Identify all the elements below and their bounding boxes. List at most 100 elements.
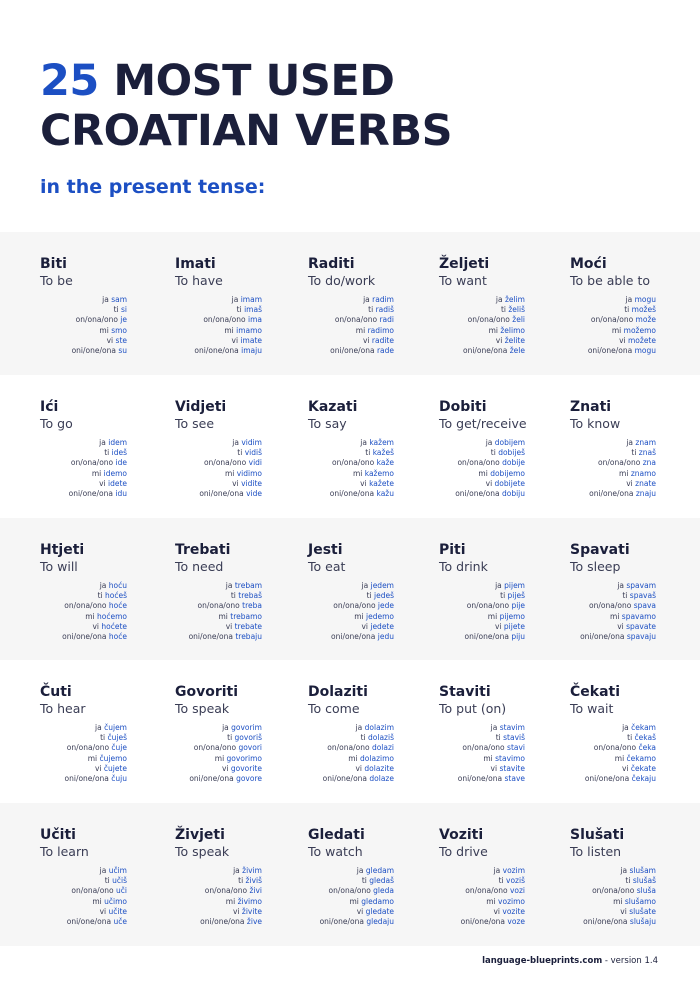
verb-infinitive: Dolaziti (308, 684, 368, 700)
pronoun: oni/one/ona (200, 917, 245, 927)
verb-form: znaju (635, 489, 656, 499)
pronoun: ti (500, 591, 506, 601)
pronoun: oni/one/ona (580, 632, 625, 642)
conjugation-line: vi čekate (585, 764, 656, 774)
pronoun: vi (106, 335, 114, 345)
pronoun: mi (99, 325, 109, 335)
verb-form: dolaziš (368, 733, 394, 743)
conjugation-line: ti staviš (458, 733, 525, 743)
conjugation-line: on/ona/ono stavi (458, 743, 525, 753)
verb-card: Imati To have (175, 256, 223, 288)
conjugation-list: ja hoću ti hoćeš on/ona/ono hoće mi hoćemo v… (62, 581, 127, 642)
verb-infinitive: Čekati (570, 684, 621, 700)
verb-form: trebaš (238, 591, 262, 601)
verb-form: stavi (507, 743, 525, 753)
conjugation-line: oni/one/ona znaju (589, 489, 656, 499)
verb-infinitive: Govoriti (175, 684, 239, 700)
verb-form: znaš (638, 448, 656, 458)
conjugation-line: mi jedemo (331, 612, 394, 622)
conjugation-line: on/ona/ono spava (580, 601, 656, 611)
verb-form: radiš (375, 305, 394, 315)
verb-form: znam (635, 438, 656, 447)
conjugation-list: ja jedem ti jedeš on/ona/ono jede mi jedemo… (331, 581, 394, 642)
verb-infinitive: Raditi (308, 256, 355, 272)
verb-form: piju (511, 632, 525, 642)
conjugation-line: ja slušam (583, 866, 656, 876)
pronoun: ti (625, 876, 631, 886)
conjugation-line: oni/one/ona stave (458, 774, 525, 784)
conjugation-list: ja gledam ti gledaš on/ona/ono gleda mi gle… (320, 866, 394, 927)
verb-form: gledaš (369, 876, 394, 886)
verb-card: Gledati To watch (308, 827, 365, 859)
conjugation-line: vi kažete (330, 479, 394, 489)
verb-card: Ići To go (40, 399, 73, 431)
pronoun: vi (92, 621, 99, 631)
conjugation-line: oni/one/ona mogu (588, 346, 656, 356)
verb-meaning: To hear (40, 701, 86, 716)
verb-meaning: To say (308, 416, 347, 431)
conjugation-line: ja govorim (189, 723, 262, 733)
pronoun: on/ona/ono (589, 601, 632, 611)
verb-form: kažete (369, 478, 394, 488)
pronoun: ti (97, 591, 103, 601)
pronoun: ti (495, 733, 501, 743)
verb-infinitive: Imati (175, 256, 216, 272)
verb-form: dobijemo (490, 468, 525, 478)
verb-form: čuje (111, 743, 127, 753)
verb-form: imam (240, 295, 262, 304)
title-line-1: 25 MOST USED (40, 56, 452, 106)
verb-infinitive: Kazati (308, 399, 358, 415)
conjugation-line: on/ona/ono dolazi (323, 743, 394, 753)
pronoun: ja (493, 866, 501, 875)
conjugation-line: mi stavimo (458, 754, 525, 764)
conjugation-line: vi gledate (320, 907, 394, 917)
verb-meaning: To wait (570, 701, 614, 716)
conjugation-line: vi ste (72, 336, 127, 346)
conjugation-line: ti čuješ (65, 733, 127, 743)
conjugation-list: ja idem ti ideš on/ona/ono ide mi idemo vi i… (69, 438, 127, 499)
pronoun: ti (500, 305, 506, 315)
pronoun: mi (92, 896, 102, 906)
conjugation-list: ja živim ti živiš on/ona/ono živi mi živimo… (200, 866, 262, 927)
conjugation-list: ja sam ti si on/ona/ono je mi smo vi ste oni/… (72, 295, 127, 356)
conjugation-line: ja znam (589, 438, 656, 448)
pronoun: vi (99, 478, 106, 488)
verb-meaning: To eat (308, 559, 346, 574)
conjugation-list: ja spavam ti spavaš on/ona/ono spava mi spa… (580, 581, 656, 642)
conjugation-line: on/ona/ono ide (69, 458, 127, 468)
conjugation-list: ja dolazim ti dolaziš on/ona/ono dolazi mi … (323, 723, 394, 784)
conjugation-line: ja dolazim (323, 723, 394, 733)
conjugation-list: ja mogu ti možeš on/ona/ono može mi možemo v… (588, 295, 656, 356)
verb-infinitive: Dobiti (439, 399, 487, 415)
verb-form: kažem (369, 438, 394, 447)
verb-infinitive: Živjeti (175, 827, 225, 843)
pronoun: on/ona/ono (462, 743, 505, 753)
conjugation-line: ti voziš (461, 876, 525, 886)
verb-form: idem (108, 438, 127, 447)
pronoun: vi (490, 763, 498, 773)
conjugation-line: ti si (72, 305, 127, 315)
verb-card: Čuti To hear (40, 684, 86, 716)
conjugation-list: ja želim ti želiš on/ona/ono želi mi želimo… (463, 295, 525, 356)
pronoun: vi (617, 621, 624, 631)
verb-form: jedeš (374, 591, 394, 601)
pronoun: vi (494, 621, 502, 631)
verb-form: čuješ (107, 733, 127, 743)
pronoun: ja (99, 581, 107, 590)
pronoun: oni/one/ona (464, 632, 509, 642)
pronoun: on/ona/ono (592, 886, 635, 896)
verb-meaning: To listen (570, 844, 622, 859)
verb-meaning: To drive (439, 844, 488, 859)
verb-infinitive: Voziti (439, 827, 484, 843)
conjugation-line: vi čujete (65, 764, 127, 774)
verb-form: dolazimo (360, 753, 394, 763)
verb-card: Kazati To say (308, 399, 357, 431)
conjugation-line: ja hoću (62, 581, 127, 591)
verb-form: znate (635, 478, 656, 488)
verb-infinitive: Znati (570, 399, 612, 415)
verb-form: govorite (230, 763, 262, 773)
pronoun: ti (622, 591, 628, 601)
pronoun: mi (87, 753, 98, 763)
verb-form: dobijem (494, 438, 525, 447)
pronoun: oni/one/ona (194, 346, 239, 356)
